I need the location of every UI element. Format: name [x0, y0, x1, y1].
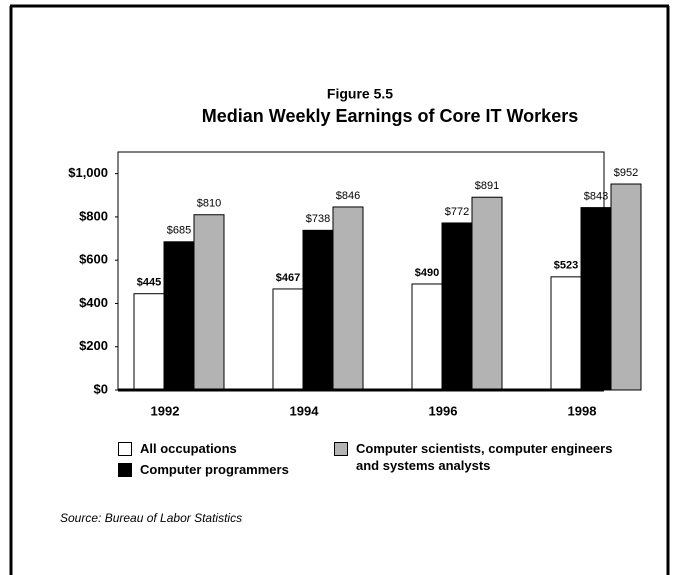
x-tick-label: 1998: [568, 403, 597, 418]
bar: [441, 222, 473, 391]
bar: [133, 293, 165, 391]
y-tick-label: $400: [79, 295, 108, 310]
y-tick-label: $600: [79, 252, 108, 267]
legend-label: Computer programmers: [140, 462, 289, 477]
y-tick-label: $1,000: [68, 165, 108, 180]
value-label: $891: [475, 180, 499, 192]
legend-swatch: [118, 463, 132, 477]
bar: [471, 196, 503, 391]
legend-label: All occupations: [140, 441, 237, 456]
legend-item: Computer programmers: [118, 461, 289, 478]
y-tick-label: $800: [79, 208, 108, 223]
bar: [163, 241, 195, 391]
value-label: $810: [197, 198, 221, 210]
legend-item: Computer scientists, computer engineers …: [334, 440, 614, 474]
legend-label: Computer scientists, computer engineers …: [356, 441, 613, 473]
value-label: $685: [167, 225, 191, 237]
x-tick-label: 1992: [151, 403, 180, 418]
y-tick-label: $200: [79, 338, 108, 353]
legend-swatch: [118, 442, 132, 456]
value-label: $738: [306, 213, 330, 225]
legend-item: All occupations: [118, 440, 237, 457]
value-label: $467: [276, 272, 300, 284]
x-tick-label: 1996: [429, 403, 458, 418]
bar: [302, 229, 334, 391]
bar: [193, 214, 225, 391]
legend-swatch: [334, 442, 348, 456]
value-label: $846: [336, 190, 360, 202]
value-label: $445: [137, 277, 161, 289]
y-tick-label: $0: [94, 381, 108, 396]
bar: [411, 283, 443, 391]
bar: [272, 288, 304, 391]
value-label: $490: [415, 267, 439, 279]
bar: [332, 206, 364, 391]
bar: [580, 207, 612, 391]
value-label: $952: [614, 167, 638, 179]
value-label: $523: [554, 260, 578, 272]
chart-title: Median Weekly Earnings of Core IT Worker…: [202, 106, 578, 126]
value-label: $772: [445, 206, 469, 218]
value-label: $843: [584, 191, 608, 203]
bar: [610, 183, 642, 391]
bar: [550, 276, 582, 391]
source: Source: Bureau of Labor Statistics: [60, 511, 242, 525]
chart-subtitle: Figure 5.5: [327, 86, 393, 102]
x-tick-label: 1994: [290, 403, 320, 418]
